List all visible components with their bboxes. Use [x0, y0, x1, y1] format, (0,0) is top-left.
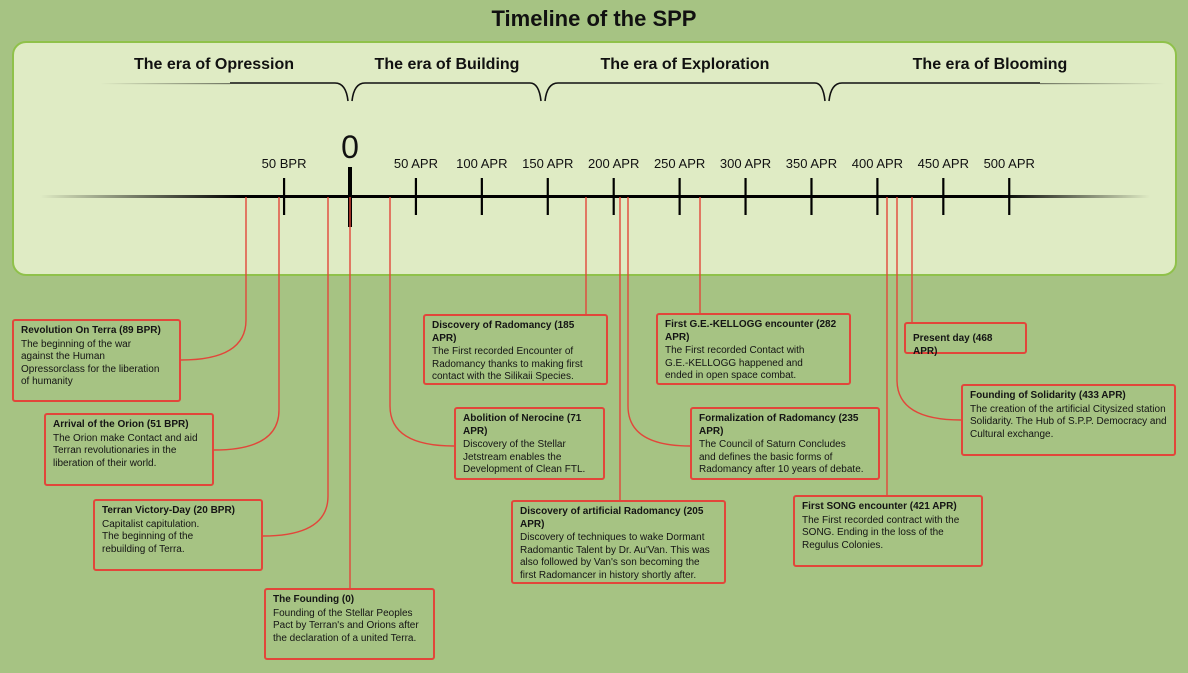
page-title: Timeline of the SPP: [491, 6, 697, 31]
event-description: Founding of the Stellar Peoples Pact by …: [273, 607, 419, 644]
era-exploration-label: The era of Exploration: [600, 56, 770, 73]
event-description: Discovery of techniques to wake Dormant …: [520, 532, 710, 581]
main-axis: [40, 195, 1150, 198]
event-description: The First recorded contract with the SON…: [802, 514, 960, 551]
event-connector: [896, 197, 962, 421]
axis-tick-label: 450 APR: [918, 156, 969, 171]
event-description: The Council of Saturn Concludes and defi…: [699, 439, 864, 475]
event-box: Discovery of Radomancy (185 APR) The Firs…: [423, 314, 608, 385]
event-description: The First recorded Encounter of Radomanc…: [432, 346, 583, 382]
timeline-panel: [12, 41, 1177, 276]
axis-tick-label: 350 APR: [786, 156, 837, 171]
event-box: First SONG encounter (421 APR) The First …: [793, 495, 983, 567]
event-title: Discovery of artificial Radomancy (205 A…: [520, 506, 704, 530]
axis-tick-label: 200 APR: [588, 156, 639, 171]
axis-tick-label: 400 APR: [852, 156, 903, 171]
axis-tick-label: 100 APR: [456, 156, 507, 171]
event-description: Discovery of the Stellar Jetstream enabl…: [463, 439, 586, 475]
event-description: The beginning of the war against the Hum…: [21, 338, 160, 388]
axis-tick-label: 150 APR: [522, 156, 573, 171]
event-box: The Founding (0) Founding of the Stellar …: [264, 588, 435, 660]
axis-ticks: [282, 167, 1011, 227]
event-title: Founding of Solidarity (433 APR): [970, 390, 1126, 401]
event-box: Abolition of Nerocine (71 APR) Discovery …: [454, 407, 605, 480]
event-connectors: [180, 197, 962, 588]
event-description: The Orion make Contact and aid Terran re…: [53, 432, 198, 469]
event-connector: [389, 197, 455, 447]
event-connector: [627, 197, 691, 447]
event-title: First SONG encounter (421 APR): [802, 501, 957, 512]
event-box: Terran Victory-Day (20 BPR) Capitalist ca…: [93, 499, 263, 571]
event-box: Discovery of artificial Radomancy (205 A…: [511, 500, 726, 584]
axis-tick-label: 250 APR: [654, 156, 705, 171]
event-title: Revolution On Terra (89 BPR): [21, 325, 161, 336]
axis-tick-label: 500 APR: [984, 156, 1035, 171]
event-box: Formalization of Radomancy (235 APR) The …: [690, 407, 880, 480]
axis-zero-label: 0: [341, 129, 359, 165]
axis-tick-label: 50 APR: [394, 156, 438, 171]
axis-tick-label: 300 APR: [720, 156, 771, 171]
event-title: Formalization of Radomancy (235 APR): [699, 413, 859, 437]
era-underlines: [100, 83, 1165, 85]
event-title: Arrival of the Orion (51 BPR): [53, 419, 189, 430]
era-braces: [230, 82, 1040, 102]
event-title: Present day (468 APR): [913, 333, 993, 357]
event-connector: [262, 197, 329, 537]
event-box: First G.E.-KELLOGG encounter (282 APR) Th…: [656, 313, 851, 385]
event-title: Terran Victory-Day (20 BPR): [102, 505, 236, 516]
event-description: The First recorded Contact with G.E.-KEL…: [665, 345, 805, 381]
event-box: Revolution On Terra (89 BPR) The beginnin…: [12, 319, 181, 402]
era-blooming-label: The era of Blooming: [912, 56, 1068, 73]
event-connector: [213, 197, 280, 451]
event-box: Arrival of the Orion (51 BPR) The Orion m…: [44, 413, 214, 486]
event-description: Capitalist capitulation. The beginning o…: [102, 518, 200, 555]
axis-tick-labels: 50 BPR 50 APR 100 APR 150 APR 200 APR 250 APR…: [262, 156, 1035, 171]
event-box: Present day (468 APR): [904, 322, 1027, 357]
era-opression-label: The era of Opression: [133, 56, 295, 73]
event-title: First G.E.-KELLOGG encounter (282 APR): [665, 319, 837, 343]
event-connector: [180, 197, 247, 361]
event-description: The creation of the artificial Citysized…: [970, 403, 1167, 440]
event-title: Discovery of Radomancy (185 APR): [432, 320, 575, 344]
event-title: The Founding (0): [273, 594, 355, 605]
axis-tick-label: 50 BPR: [262, 156, 307, 171]
era-building-label: The era of Building: [374, 56, 520, 73]
event-box: Founding of Solidarity (433 APR) The crea…: [961, 384, 1176, 456]
event-title: Abolition of Nerocine (71 APR): [463, 413, 582, 437]
